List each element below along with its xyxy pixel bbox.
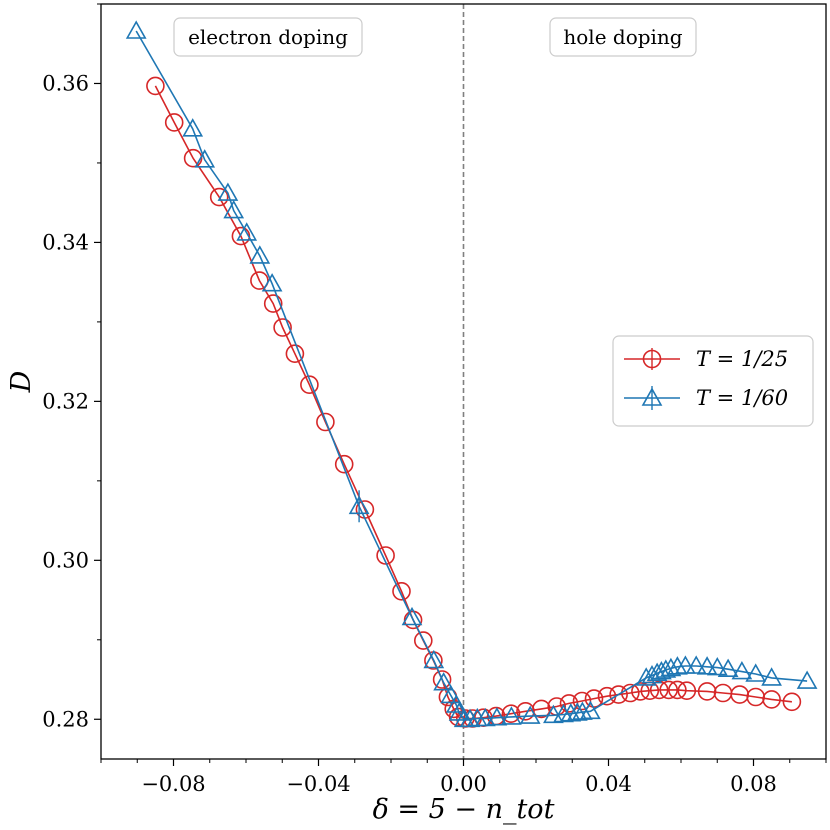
data-point: [146, 76, 165, 96]
data-point: [223, 199, 245, 219]
data-point: [334, 454, 354, 474]
data-point: [519, 705, 541, 724]
x-tick-label: −0.08: [141, 772, 205, 796]
data-point: [660, 657, 682, 677]
x-tick-label: 0.08: [730, 772, 777, 796]
data-point: [745, 663, 767, 682]
data-point: [609, 685, 628, 704]
data-point: [706, 656, 728, 676]
data-point: [580, 700, 601, 720]
data-point: [236, 222, 258, 241]
x-tick-label: 0.00: [440, 772, 487, 796]
data-point: [668, 680, 687, 700]
data-point: [164, 113, 184, 132]
data-point: [631, 682, 650, 701]
legend-entry-t25: T = 1/25: [624, 347, 788, 371]
data-point: [401, 606, 423, 626]
y-tick-label: 0.34: [42, 230, 89, 254]
data-point: [125, 20, 147, 39]
annotation-electron-doping: electron doping: [173, 17, 363, 57]
data-point: [646, 662, 668, 682]
data-point: [696, 656, 718, 675]
data-point: [423, 649, 445, 669]
plot-area: [125, 4, 818, 759]
legend: T = 1/25 T = 1/60: [612, 335, 814, 427]
series-group: [125, 20, 818, 728]
y-tick-label: 0.28: [42, 707, 89, 731]
data-point: [782, 692, 802, 712]
y-tick-label: 0.32: [42, 389, 89, 413]
data-point: [649, 680, 669, 700]
data-point: [566, 702, 588, 721]
data-point: [486, 707, 508, 726]
data-point: [413, 631, 433, 650]
data-point: [762, 690, 781, 709]
data-point: [209, 187, 229, 207]
x-tick-label: −0.04: [286, 772, 350, 796]
annotation-hole-doping: hole doping: [549, 17, 697, 57]
data-point: [316, 412, 335, 432]
data-point: [194, 149, 216, 168]
data-point: [761, 667, 782, 686]
data-point: [300, 375, 319, 395]
annotations: electron doping hole doping: [173, 17, 697, 57]
series-t60: [125, 20, 818, 728]
series-line-t60: [135, 30, 808, 721]
legend-triangle-icon: [641, 387, 663, 406]
annotation-electron-doping-text: electron doping: [188, 25, 348, 49]
data-point: [217, 182, 239, 201]
data-point: [501, 706, 522, 725]
y-axis-title: D: [6, 370, 37, 393]
data-point: [677, 681, 697, 701]
data-point: [183, 148, 203, 168]
data-point: [474, 707, 496, 727]
legend-entry-t60: T = 1/60: [624, 386, 788, 410]
data-point: [651, 660, 672, 680]
data-point: [261, 273, 283, 292]
data-point: [659, 680, 679, 700]
data-point: [273, 318, 292, 337]
data-point: [717, 658, 739, 678]
data-point: [641, 664, 663, 684]
legend-circle-icon: [642, 349, 662, 369]
data-point: [285, 344, 305, 364]
annotation-hole-doping-box: [549, 17, 697, 57]
axes: −0.08 −0.04 0.00 0.04 0.08 0.28 0.30 0.32 0.34 0.…: [6, 3, 827, 825]
annotation-electron-doping-box: [173, 17, 363, 57]
data-point: [392, 581, 411, 601]
data-point: [182, 118, 204, 137]
data-point: [532, 699, 551, 719]
x-tick-label: 0.04: [585, 772, 632, 796]
data-point: [440, 684, 462, 704]
data-point: [432, 670, 452, 689]
data-point: [433, 672, 454, 691]
data-point: [445, 694, 467, 713]
data-point: [675, 655, 696, 674]
data-point: [731, 660, 753, 680]
x-axis-title: δ = 5 − n_tot: [373, 794, 555, 825]
data-point: [263, 294, 283, 313]
data-point: [249, 245, 271, 264]
data-point: [796, 670, 818, 689]
data-point: [697, 682, 717, 701]
data-point: [501, 704, 521, 724]
legend-label-t25: T = 1/25: [696, 347, 788, 371]
data-point: [376, 546, 395, 565]
y-tick-label: 0.36: [42, 71, 89, 95]
legend-label-t60: T = 1/60: [696, 386, 788, 410]
y-tick-label: 0.30: [42, 548, 89, 572]
data-point: [685, 655, 707, 674]
annotation-hole-doping-text: hole doping: [563, 25, 682, 49]
